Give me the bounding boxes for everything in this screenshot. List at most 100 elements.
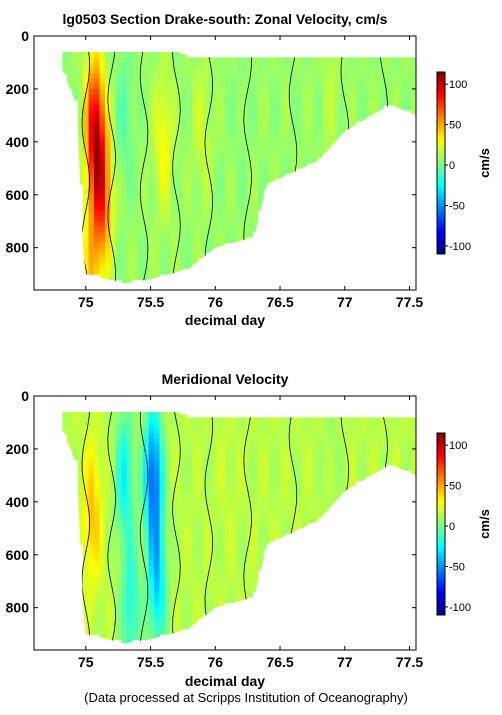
- p2-cell: [257, 528, 264, 535]
- p2-cell: [208, 533, 215, 540]
- p2-cell: [230, 422, 237, 429]
- p1-cell: [257, 78, 264, 85]
- p2-cell: [115, 507, 122, 514]
- p1-cell: [164, 205, 172, 212]
- p2-cell: [192, 538, 199, 545]
- p2-cell: [94, 570, 101, 577]
- p2-cell: [77, 433, 84, 439]
- p2-cell: [241, 433, 248, 439]
- p1-cell: [203, 141, 210, 148]
- p1-cell: [339, 110, 346, 116]
- p2-cell: [225, 438, 232, 445]
- p2-cell: [410, 464, 416, 471]
- p1-cell: [252, 210, 259, 217]
- p1-cell: [154, 247, 161, 254]
- p1-cell: [115, 57, 122, 64]
- p2-cell: [94, 427, 101, 434]
- p2-cell: [208, 427, 215, 434]
- p2-cell: [214, 496, 221, 503]
- p2-cell: [94, 517, 101, 524]
- p2-cell: [181, 501, 188, 508]
- p2-cell: [235, 496, 242, 503]
- p2-cell: [246, 485, 253, 492]
- p2-cell: [203, 438, 210, 445]
- p1-cell: [290, 88, 297, 95]
- p2-cell: [175, 618, 182, 625]
- p1-cell: [94, 189, 101, 196]
- p2-cell: [126, 581, 133, 588]
- p1-cell: [405, 83, 412, 90]
- p2-cell: [334, 485, 341, 492]
- p2-cell: [159, 591, 166, 598]
- p1-cell: [186, 67, 193, 74]
- p1-cell: [263, 157, 270, 164]
- p1-colorbar-step: [437, 234, 445, 238]
- p1-cell: [164, 131, 172, 138]
- p1-cell: [328, 125, 335, 132]
- p1-cell: [208, 189, 215, 196]
- p2-cell: [126, 443, 133, 450]
- p1-cell: [246, 173, 253, 180]
- p2-cell: [295, 485, 302, 492]
- p1-cell: [159, 258, 166, 265]
- p2-cell: [366, 422, 373, 429]
- p1-cell: [219, 237, 226, 243]
- p1-cell: [121, 83, 128, 90]
- p2-cell: [159, 433, 166, 439]
- p2-cell: [372, 464, 379, 471]
- p2-cell: [186, 459, 193, 466]
- p1-cell: [306, 78, 313, 85]
- p1-cell: [148, 194, 155, 201]
- p1-cell: [279, 62, 286, 69]
- p2-cell: [317, 448, 324, 455]
- p2-cell: [148, 517, 155, 524]
- p2-cell: [279, 533, 286, 540]
- p1-cell: [263, 73, 270, 79]
- p1-cell: [323, 62, 330, 69]
- p2-cell: [77, 496, 84, 503]
- p1-cell: [399, 73, 406, 79]
- p2-cell: [214, 575, 221, 582]
- p2-cell: [104, 454, 111, 461]
- p2-cell: [104, 533, 111, 540]
- p1-cell: [186, 226, 193, 233]
- p1-cell: [126, 67, 133, 74]
- p2-cell: [312, 417, 319, 424]
- p1-cell: [132, 67, 139, 74]
- p2-cell: [137, 554, 144, 561]
- p2-cell: [279, 475, 286, 482]
- p1-cell: [88, 189, 95, 196]
- p1-colorbar-step: [437, 211, 445, 215]
- p1-cell: [137, 120, 144, 127]
- p2-cell: [285, 464, 292, 471]
- p1-cell: [121, 131, 128, 138]
- p2-cell: [257, 464, 264, 471]
- p2-cell: [66, 417, 73, 424]
- p2-cell: [181, 454, 188, 461]
- p2-cell: [99, 475, 106, 482]
- p2-cell: [132, 517, 139, 524]
- p1-cell: [132, 252, 139, 259]
- p1-cell: [323, 99, 330, 106]
- p2-cell: [104, 448, 111, 455]
- p1-cell: [104, 258, 111, 265]
- p2-cell: [94, 602, 101, 609]
- p2-cell: [317, 438, 324, 445]
- p2-cell: [99, 454, 106, 461]
- p2-cell: [197, 422, 204, 429]
- p1-cell: [121, 152, 128, 159]
- p2-cell: [208, 517, 215, 524]
- p2-cell: [274, 470, 281, 476]
- p2-cell: [175, 470, 182, 476]
- p1-cell: [126, 83, 133, 90]
- p2-cell: [252, 422, 259, 429]
- p1-cell: [143, 231, 150, 238]
- p2-cell: [323, 417, 330, 424]
- p2-cell: [132, 544, 139, 551]
- p2-cell: [219, 565, 226, 572]
- p2-cell: [208, 464, 215, 471]
- p1-cell: [148, 231, 155, 238]
- p1-cell: [230, 189, 237, 196]
- p1-cell: [366, 83, 373, 90]
- p1-cell: [181, 67, 188, 74]
